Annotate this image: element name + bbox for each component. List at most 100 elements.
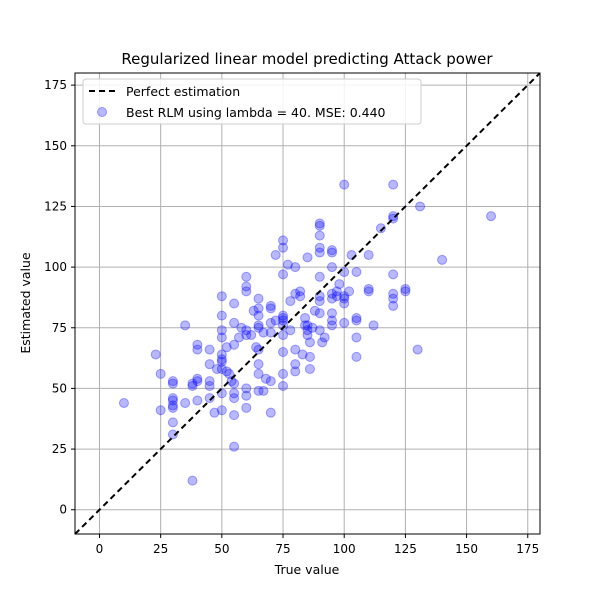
data-point [253, 368, 264, 379]
data-point [351, 315, 362, 326]
data-point [258, 327, 269, 338]
data-point [216, 354, 227, 365]
data-point [278, 313, 289, 324]
data-point [216, 291, 227, 302]
legend-point-swatch [97, 107, 107, 117]
x-tick-label: 175 [516, 542, 539, 556]
data-point [241, 402, 252, 413]
data-point [167, 395, 178, 406]
x-tick-label: 125 [394, 542, 417, 556]
data-point [290, 344, 301, 355]
data-point [229, 441, 240, 452]
data-point [180, 397, 191, 408]
data-point [388, 211, 399, 222]
data-point [229, 339, 240, 350]
data-point [216, 405, 227, 416]
data-point [290, 262, 301, 273]
data-point [351, 332, 362, 343]
data-point [278, 380, 289, 391]
perfect-estimation-line [75, 73, 540, 534]
data-point [253, 303, 264, 314]
data-point [285, 325, 296, 336]
data-point [314, 308, 325, 319]
data-point [204, 359, 215, 370]
y-tick-label: 175 [44, 78, 67, 92]
data-point [155, 368, 166, 379]
axis-ticks: 0 25 50 75 100 125 150 175 0 25 50 75 100 125 150 175 [44, 78, 539, 556]
data-point [265, 376, 276, 387]
data-point [221, 342, 232, 353]
data-point [253, 385, 264, 396]
data-point [278, 269, 289, 280]
data-point [241, 281, 252, 292]
data-point [388, 288, 399, 299]
data-point [319, 332, 330, 343]
x-tick-label: 75 [275, 542, 290, 556]
legend-label-perfect-estimation: Perfect estimation [126, 84, 240, 99]
data-point [326, 247, 337, 258]
data-point [216, 388, 227, 399]
legend: Perfect estimation Best RLM using lambda… [82, 78, 422, 125]
data-point [278, 242, 289, 253]
data-point [314, 247, 325, 258]
data-point [265, 327, 276, 338]
data-point [314, 271, 325, 282]
data-point [229, 378, 240, 389]
data-point [246, 330, 257, 341]
data-point [363, 249, 374, 260]
y-axis-label: Estimated value [18, 252, 33, 354]
data-point [314, 220, 325, 231]
data-point [326, 308, 337, 319]
data-point [209, 407, 220, 418]
data-point [229, 317, 240, 328]
data-point [204, 393, 215, 404]
data-point [211, 364, 222, 375]
data-point [339, 179, 350, 190]
data-point [326, 320, 337, 331]
data-point [309, 305, 320, 316]
data-point [253, 359, 264, 370]
data-point [314, 296, 325, 307]
grid [75, 73, 540, 534]
data-point [295, 286, 306, 297]
data-point [265, 300, 276, 311]
data-point [167, 417, 178, 428]
data-point [307, 322, 318, 333]
data-point [304, 337, 315, 348]
data-point [155, 405, 166, 416]
data-point [368, 320, 379, 331]
data-point [363, 286, 374, 297]
data-point [400, 283, 411, 294]
data-point [282, 259, 293, 270]
data-point [241, 271, 252, 282]
data-point [270, 249, 281, 260]
data-point [167, 378, 178, 389]
data-point [278, 347, 289, 358]
data-point [302, 320, 313, 331]
y-tick-label: 75 [52, 321, 67, 335]
data-point [326, 245, 337, 256]
data-point [192, 339, 203, 350]
data-point [241, 390, 252, 401]
data-point [253, 322, 264, 333]
data-point [216, 325, 227, 336]
data-point [221, 366, 232, 377]
data-point [388, 269, 399, 280]
x-tick-label: 25 [153, 542, 168, 556]
data-point [290, 359, 301, 370]
data-point [314, 230, 325, 241]
data-point [415, 201, 426, 212]
data-point [270, 315, 281, 326]
x-axis-label: True value [274, 562, 340, 577]
y-tick-label: 100 [44, 260, 67, 274]
data-point [260, 373, 271, 384]
data-point [241, 330, 252, 341]
data-point [192, 344, 203, 355]
data-point [278, 315, 289, 326]
legend-box [82, 78, 422, 125]
data-point [187, 380, 198, 391]
data-point [248, 305, 259, 316]
scatter-points [118, 179, 497, 486]
data-point [204, 376, 215, 387]
